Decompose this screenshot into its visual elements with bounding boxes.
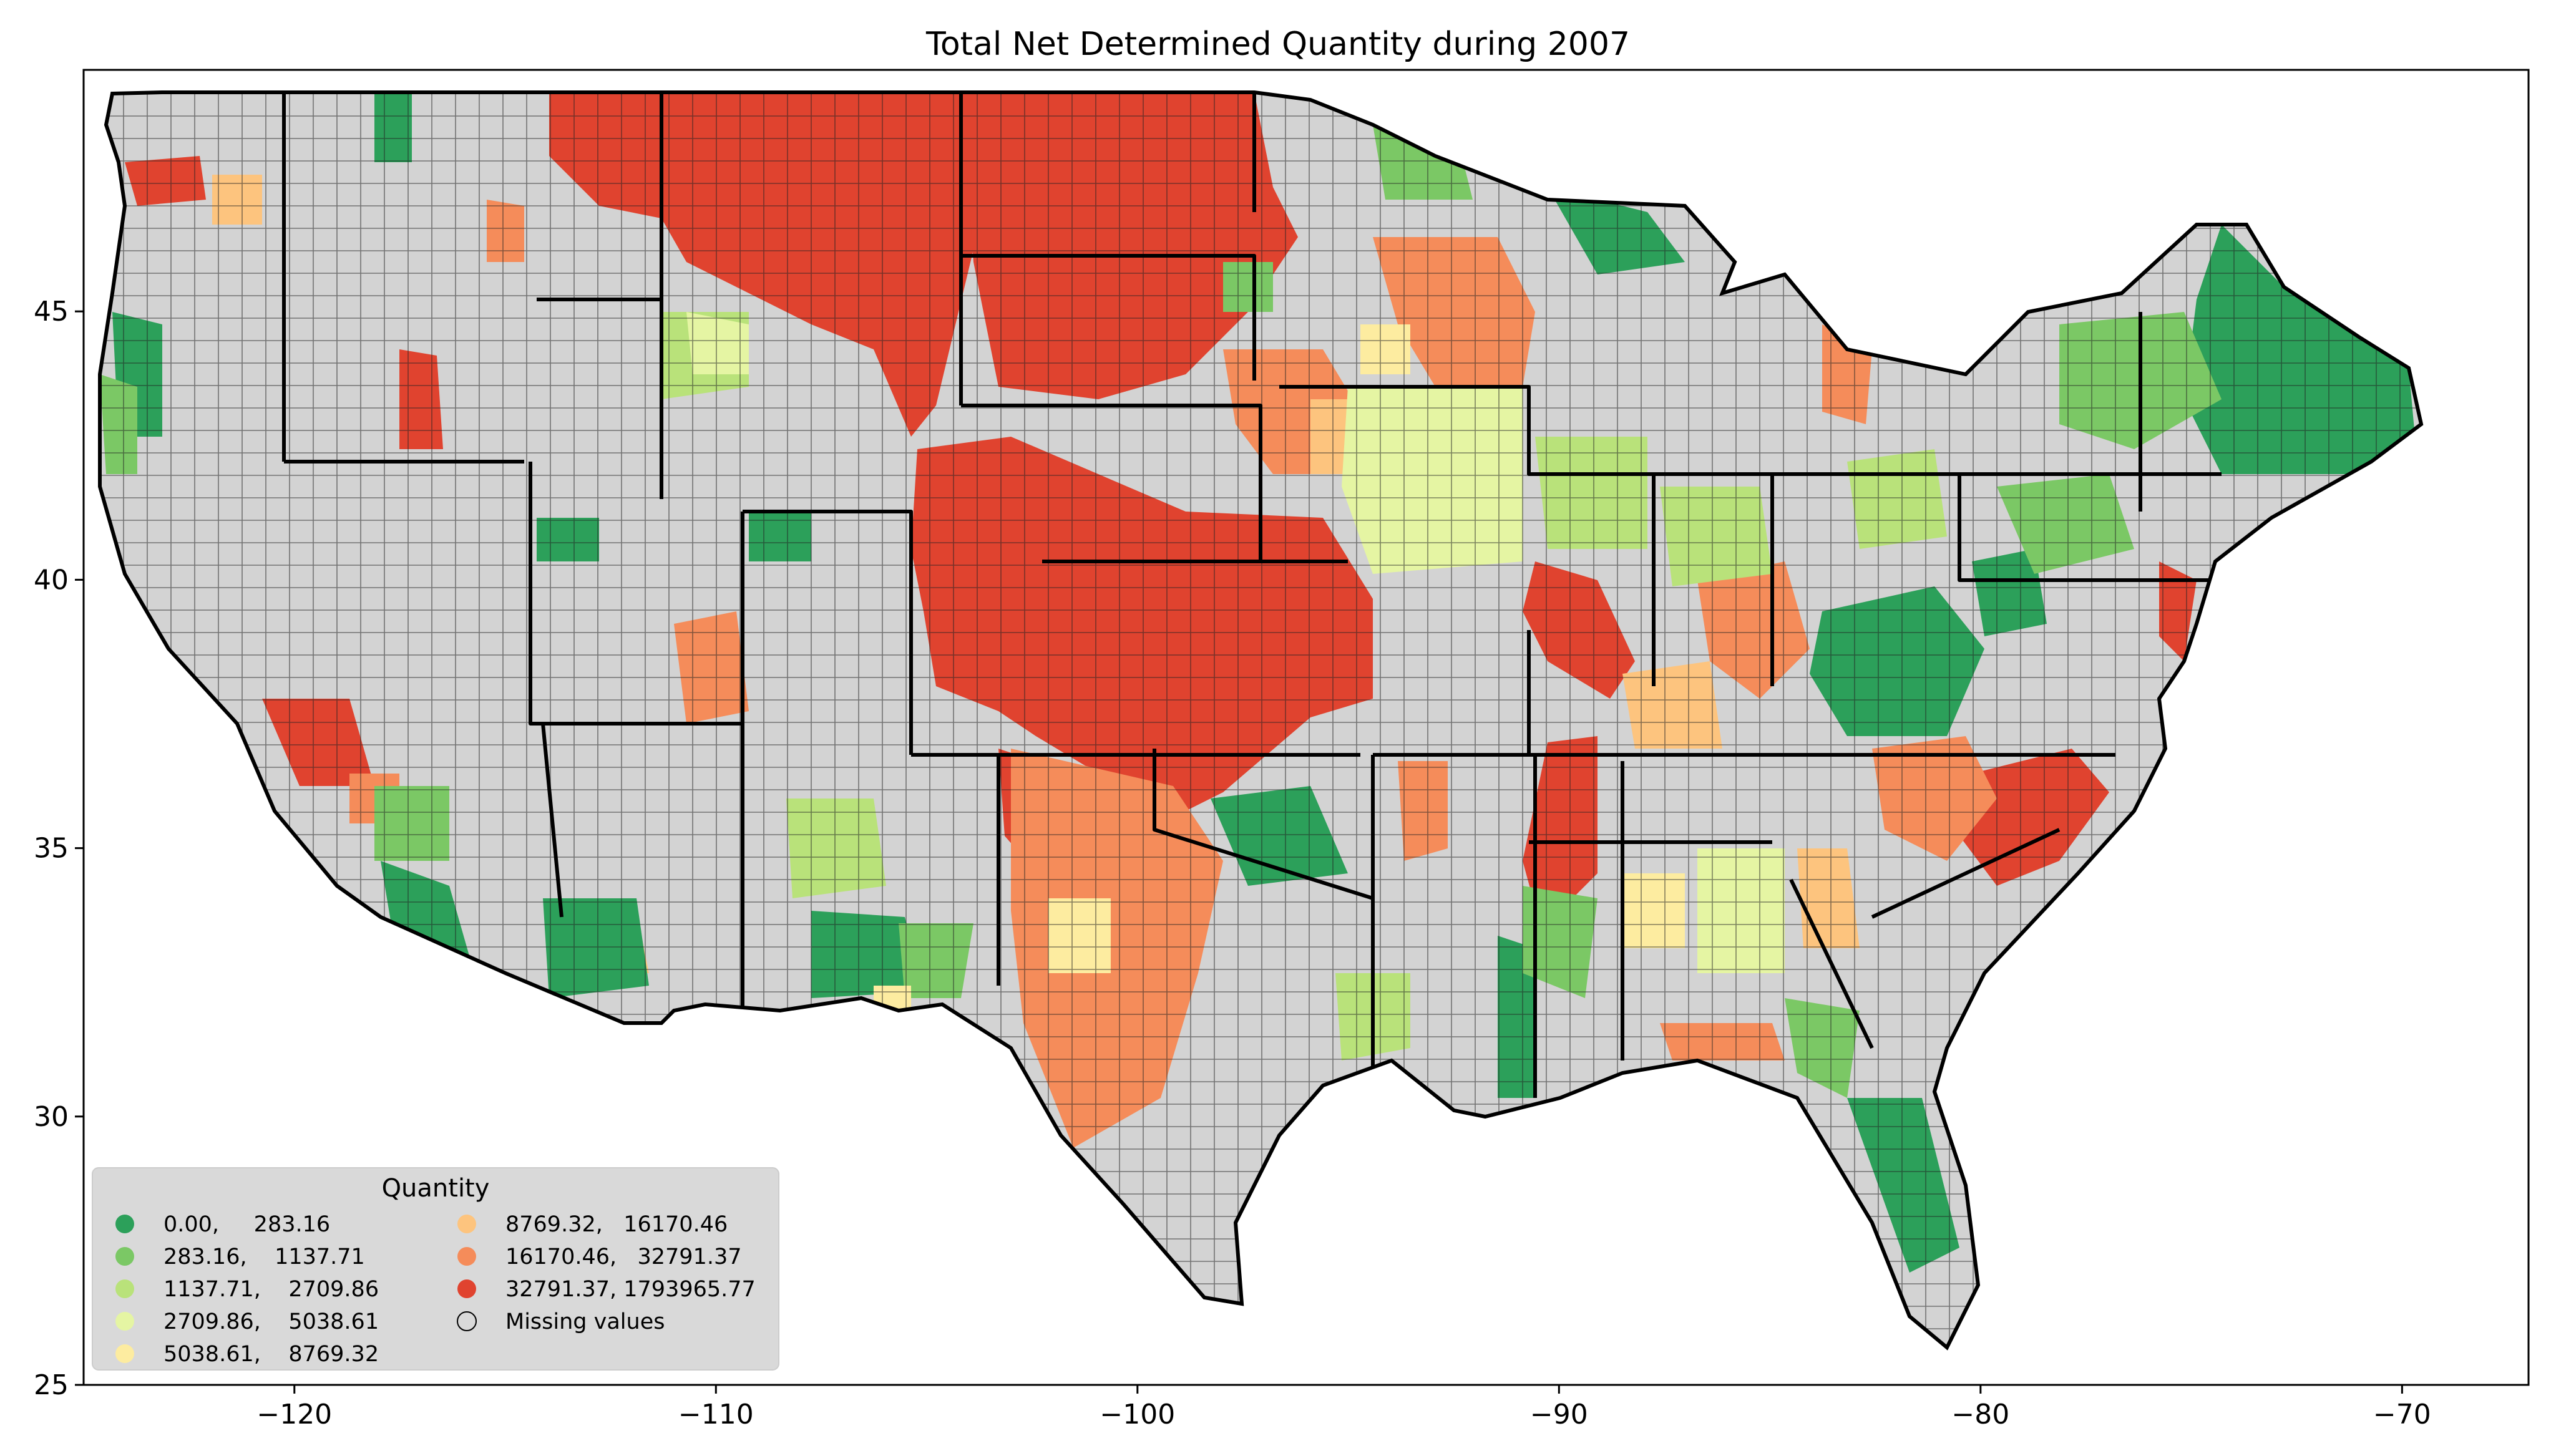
county-region [1697, 561, 1810, 699]
x-tick-label: −90 [1530, 1399, 1588, 1430]
state-boundaries [282, 92, 2222, 1104]
legend-label: 2709.86, 5038.61 [163, 1309, 379, 1334]
county-region [212, 175, 262, 225]
legend-marker [457, 1215, 476, 1233]
legend-marker [457, 1247, 476, 1266]
legend-label: 16170.46, 32791.37 [505, 1245, 742, 1269]
county-region [537, 518, 599, 561]
y-tick-label: 30 [34, 1101, 69, 1133]
county-region [1622, 873, 1685, 948]
county-region [543, 898, 649, 998]
county-region [1048, 898, 1111, 973]
county-region [811, 911, 924, 998]
county-region [1535, 437, 1647, 549]
county-region [961, 92, 1298, 399]
county-region [1847, 1098, 1959, 1273]
county-region [1660, 1023, 1785, 1060]
us-county-map [94, 87, 2496, 1360]
legend-marker [115, 1215, 134, 1233]
legend-box [92, 1167, 779, 1371]
county-region [1523, 736, 1598, 929]
y-tick-label: 25 [34, 1369, 69, 1401]
county-region [262, 699, 374, 786]
county-region [1972, 549, 2047, 636]
x-tick-label: −100 [1100, 1399, 1175, 1430]
y-tick-label: 45 [34, 296, 69, 328]
county-region [2159, 561, 2197, 661]
county-region [1548, 187, 1685, 274]
legend-label: Missing values [505, 1309, 665, 1334]
county-region [1398, 761, 1448, 861]
county-region [686, 312, 749, 374]
county-region [1360, 324, 1410, 374]
county-region [1810, 586, 1984, 736]
county-region [1211, 786, 1348, 886]
legend-marker [115, 1279, 134, 1298]
y-axis: 25 30 35 40 45 [34, 296, 84, 1401]
county-region [1660, 487, 1772, 586]
county-region [1373, 125, 1473, 200]
county-region [1785, 998, 1860, 1098]
legend: Quantity 0.00, 283.16 283.16, 1137.71 1137… [92, 1167, 779, 1371]
legend-label: 8769.32, 16170.46 [505, 1212, 728, 1237]
legend-marker-missing [457, 1311, 477, 1331]
legend-label: 283.16, 1137.71 [163, 1245, 365, 1269]
county-region [2184, 225, 2415, 474]
legend-title: Quantity [382, 1174, 490, 1203]
legend-label: 5038.61, 8769.32 [163, 1342, 379, 1367]
county-region [674, 611, 749, 724]
county-region [1523, 886, 1598, 998]
legend-label: 1137.71, 2709.86 [163, 1277, 379, 1302]
legend-label: 32791.37, 1793965.77 [505, 1277, 756, 1302]
legend-label: 0.00, 283.16 [163, 1212, 330, 1237]
legend-marker [115, 1247, 134, 1266]
county-region [749, 512, 811, 561]
county-region [899, 923, 973, 998]
county-region [100, 374, 137, 474]
x-tick-label: −120 [256, 1399, 332, 1430]
county-region [1223, 262, 1273, 312]
county-region [399, 349, 443, 449]
county-region [549, 92, 973, 437]
county-region [1997, 474, 2134, 574]
county-region [1498, 936, 1535, 1098]
county-region [911, 437, 1373, 830]
x-axis: −120 −110 −100 −90 −80 −70 [256, 1385, 2431, 1430]
county-region [374, 786, 449, 861]
x-tick-label: −70 [2373, 1399, 2431, 1430]
county-region [1011, 749, 1223, 1148]
x-tick-label: −110 [678, 1399, 754, 1430]
county-region [1342, 387, 1523, 574]
chart-title: Total Net Determined Quantity during 200… [925, 26, 1630, 63]
legend-marker [457, 1279, 476, 1298]
y-tick-label: 35 [34, 833, 69, 865]
county-region [1847, 449, 1947, 549]
y-tick-label: 40 [34, 564, 69, 596]
county-region [1697, 848, 1785, 973]
county-region [1622, 661, 1722, 749]
legend-marker [115, 1344, 134, 1363]
x-tick-label: −80 [1951, 1399, 2009, 1430]
county-region [1373, 237, 1535, 387]
county-region [125, 156, 206, 206]
county-region [786, 798, 886, 898]
county-region [374, 94, 412, 162]
legend-marker [115, 1312, 134, 1331]
county-region [1523, 561, 1635, 699]
legend-entries: 0.00, 283.16 283.16, 1137.71 1137.71, 2709… [115, 1212, 756, 1367]
county-region [487, 200, 524, 262]
